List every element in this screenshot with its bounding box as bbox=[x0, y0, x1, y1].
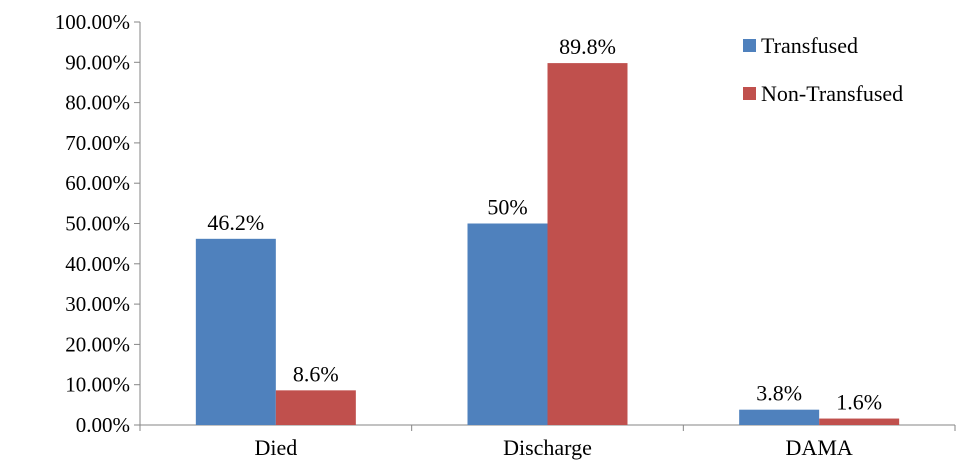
chart-data-labels: 46.2% 8.6% 50% 89.8% 3.8% 1.6% bbox=[207, 34, 882, 414]
bar-non-transfused-dama bbox=[819, 418, 900, 425]
y-tick-label: 10.00% bbox=[65, 373, 130, 397]
legend-entry: Transfused bbox=[761, 33, 858, 58]
y-tick-label: 70.00% bbox=[65, 131, 130, 155]
data-label: 8.6% bbox=[293, 361, 339, 386]
y-tick-label: 20.00% bbox=[65, 332, 130, 356]
y-tick-label: 50.00% bbox=[65, 212, 130, 236]
y-tick-label: 0.00% bbox=[76, 413, 130, 437]
y-tick-label: 60.00% bbox=[65, 171, 130, 195]
y-tick-label: 30.00% bbox=[65, 292, 130, 316]
y-tick-label: 100.00% bbox=[55, 10, 130, 34]
data-label: 89.8% bbox=[559, 34, 616, 59]
data-label: 3.8% bbox=[756, 381, 802, 406]
legend-entry: Non-Transfused bbox=[761, 81, 903, 106]
x-tick-label: DAMA bbox=[786, 435, 853, 460]
data-label: 1.6% bbox=[836, 390, 882, 415]
data-label: 50% bbox=[487, 195, 527, 220]
bar-transfused-died bbox=[195, 238, 276, 425]
legend-swatch bbox=[743, 39, 756, 52]
chart-legend: Transfused Non-Transfused bbox=[743, 33, 903, 106]
x-tick-label: Discharge bbox=[503, 435, 592, 460]
y-tick-label: 40.00% bbox=[65, 252, 130, 276]
bar-transfused-dama bbox=[739, 409, 820, 425]
legend-swatch bbox=[743, 87, 756, 100]
data-label: 46.2% bbox=[207, 210, 264, 235]
y-tick-label: 80.00% bbox=[65, 91, 130, 115]
bar-non-transfused-discharge bbox=[547, 63, 628, 426]
y-tick-label: 90.00% bbox=[65, 50, 130, 74]
chart-bars bbox=[195, 63, 900, 426]
bar-transfused-discharge bbox=[467, 223, 548, 425]
x-tick-label: Died bbox=[254, 435, 297, 460]
bar-non-transfused-died bbox=[275, 390, 356, 425]
chart-tick-labels: 0.00% 10.00% 20.00% 30.00% 40.00% 50.00% 60.00… bbox=[55, 10, 853, 460]
